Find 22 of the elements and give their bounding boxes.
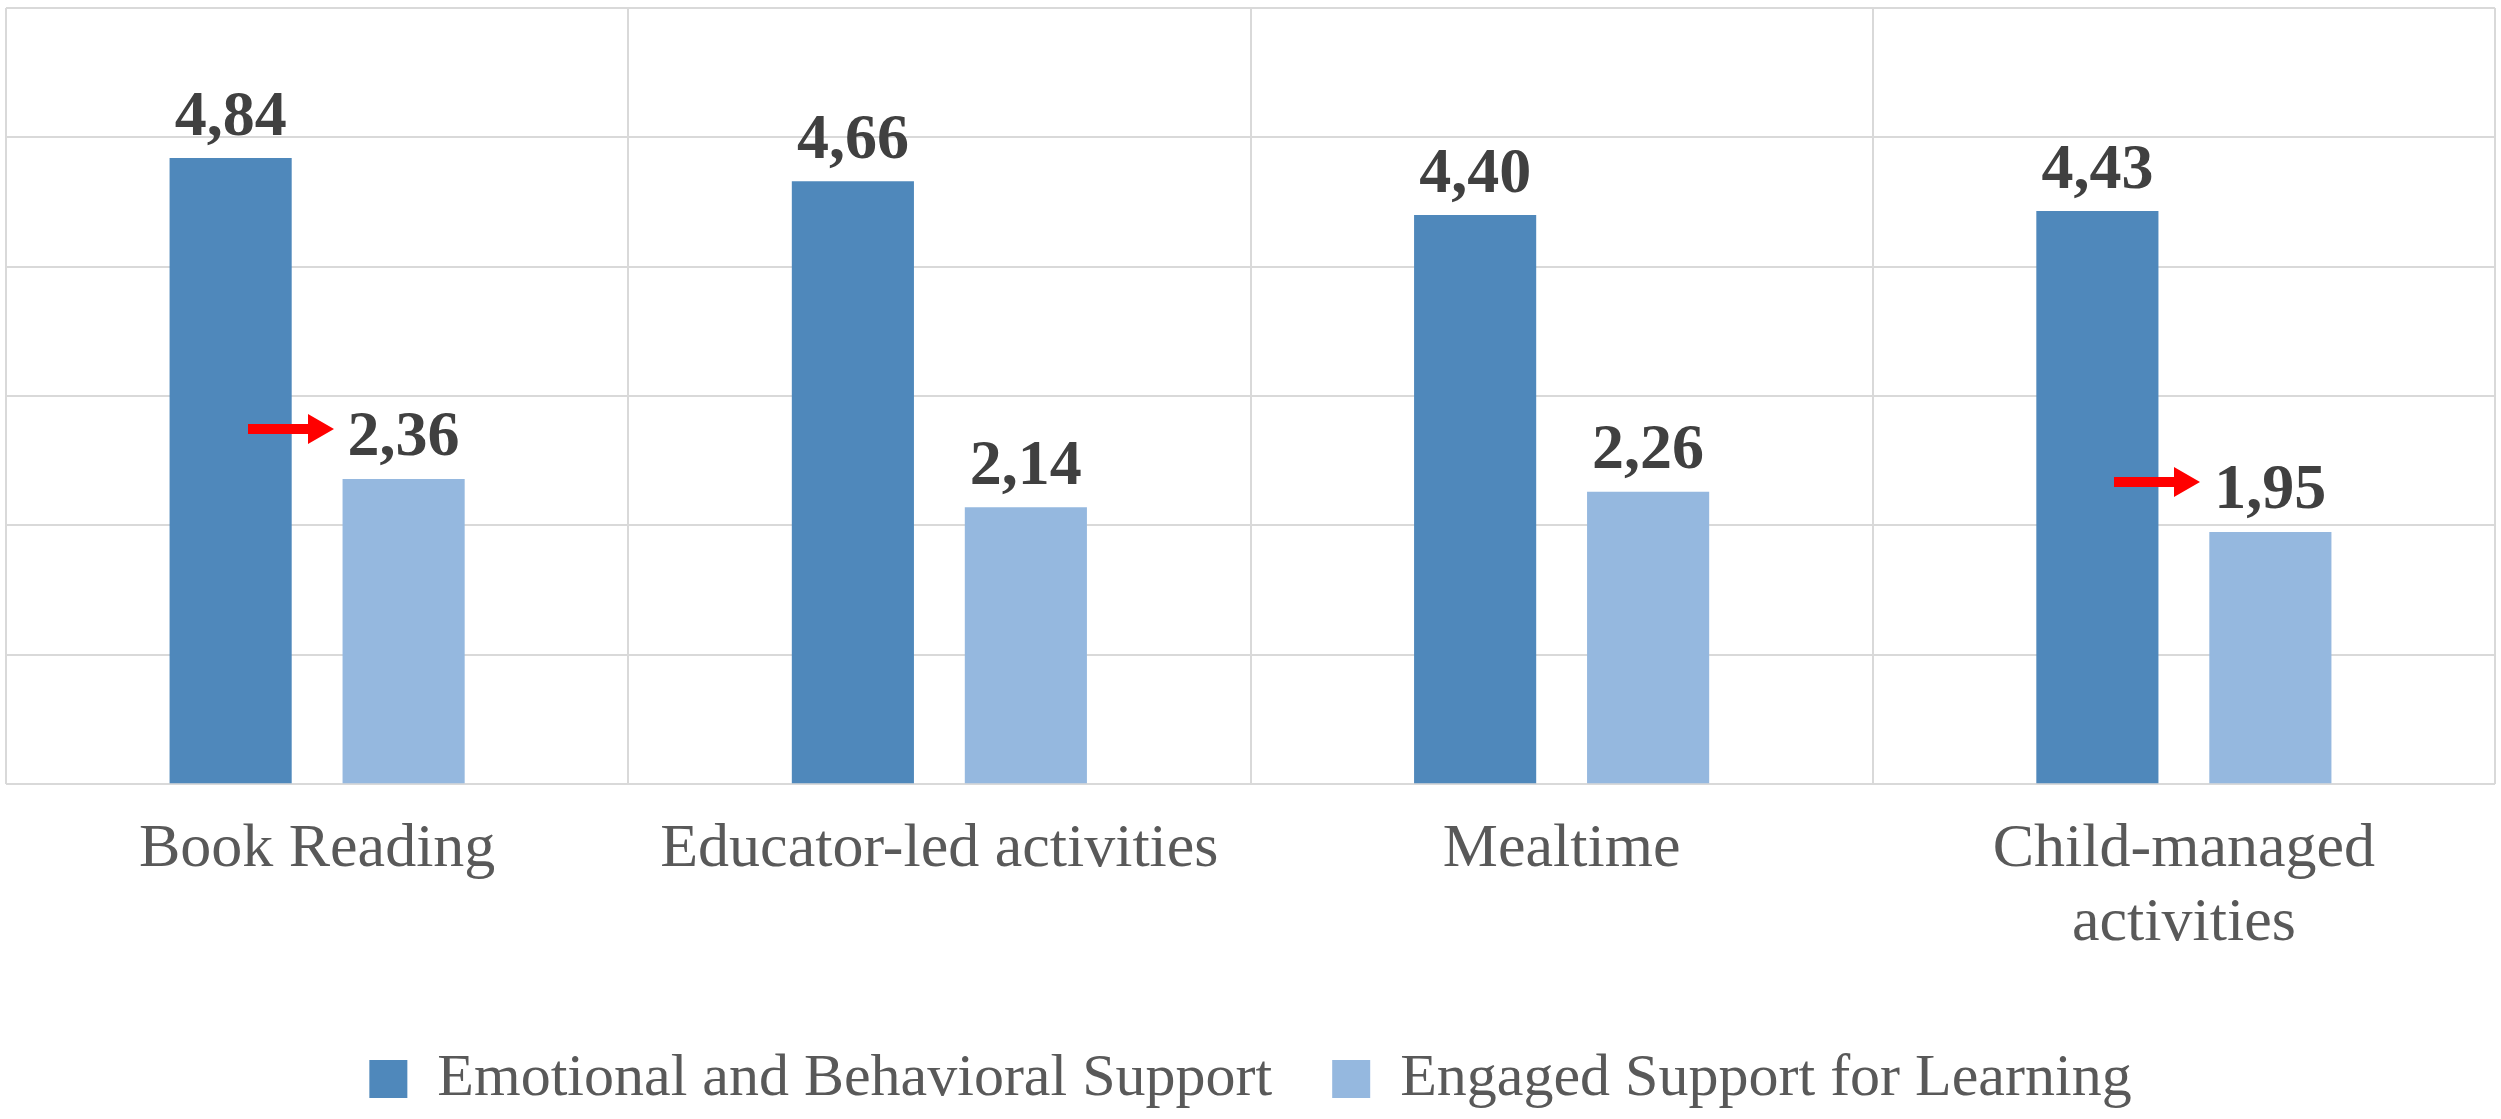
bar [2209, 531, 2332, 784]
legend-label: Engaged Support for Learning [1400, 1041, 2132, 1108]
data-label: 2,14 [969, 426, 1082, 498]
data-label: 4,43 [2041, 130, 2154, 202]
bar [1587, 491, 1710, 784]
legend-label: Emotional and Behavioral Support [437, 1041, 1273, 1108]
data-label: 4,40 [1419, 134, 1532, 206]
data-label: 1,95 [2214, 451, 2327, 523]
data-label: 2,26 [1592, 411, 1705, 483]
bar [2036, 211, 2159, 784]
bar [169, 158, 292, 784]
bar [964, 507, 1087, 784]
x-tick-label: Educator-led activities [660, 810, 1219, 879]
x-tick-label: Child-managed activities [1992, 810, 2375, 954]
x-tick-label: Book Reading [138, 810, 496, 879]
bar [342, 478, 465, 784]
bar [791, 181, 914, 784]
bar [1414, 214, 1537, 784]
x-tick-label: Mealtime [1442, 810, 1681, 879]
data-label: 4,66 [796, 100, 909, 172]
data-label: 4,84 [174, 77, 287, 149]
data-label: 2,36 [347, 398, 460, 470]
